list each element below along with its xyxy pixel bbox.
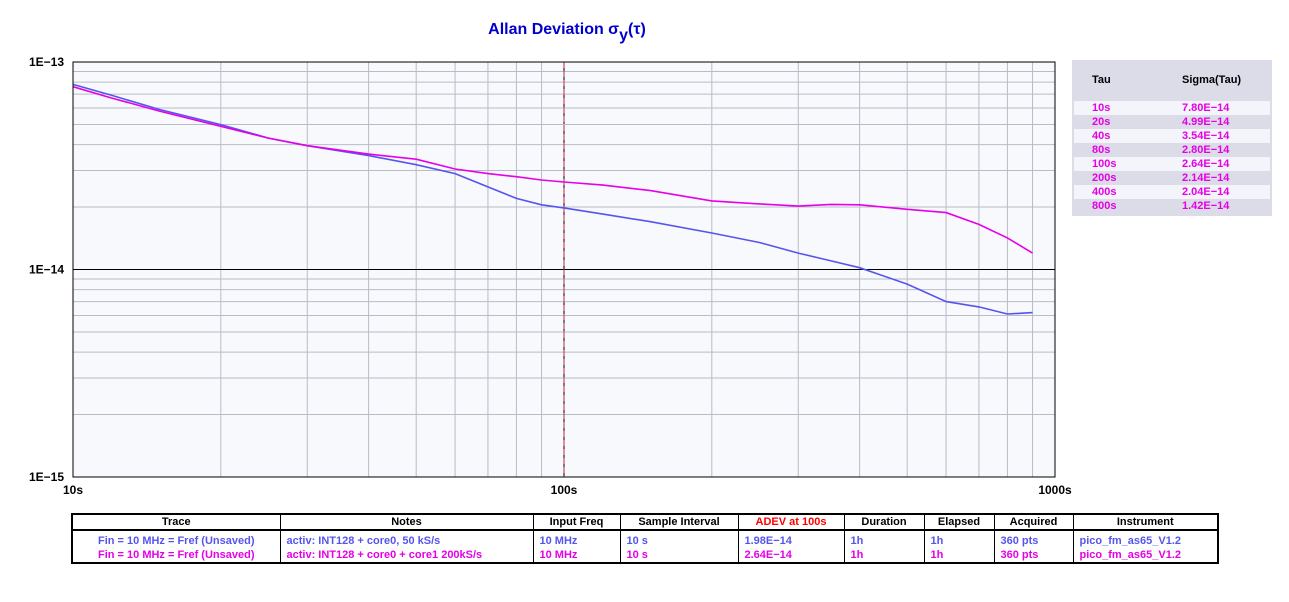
sigma-value: 2.64E−14 [1182,158,1230,170]
chart-title-main: Allan Deviation σ [488,21,619,38]
trace-row: Fin = 10 MHz = Fref (Unsaved) activ: INT1… [73,548,1217,562]
series-layer [72,83,1033,315]
x-tick-label: 100s [551,483,578,497]
tau-value: 40s [1092,130,1111,142]
trace-cell: 2.64E−14 [737,548,844,562]
chart-title-tail: (τ) [628,21,646,38]
trace-col-header: Sample Interval [619,515,738,531]
tau-row: 10s 7.80E−14 [1074,101,1270,115]
sigma-value: 2.14E−14 [1182,172,1230,184]
trace-cell: 10 MHz [532,548,620,562]
trace-cell: 360 pts [993,530,1073,549]
trace-cell: pico_fm_as65_V1.2 [1072,548,1217,562]
tau-row: 40s 3.54E−14 [1074,129,1270,143]
trace-row: Fin = 10 MHz = Fref (Unsaved) activ: INT1… [73,530,1217,549]
grid [73,62,1055,477]
series-line [72,85,1033,254]
tau-row: 200s 2.14E−14 [1074,171,1270,185]
tau-header: Tau [1092,74,1111,86]
tau-table-rows: 10s 7.80E−14 20s 4.99E−14 40s 3.54E−14 80s 2.80… [1074,101,1270,213]
trace-col-header: Elapsed [923,515,994,531]
trace-cell: 1.98E−14 [737,530,844,549]
x-tick-label: 10s [63,483,83,497]
tau-table-header: Tau Sigma(Tau) [1072,74,1272,88]
sigma-value: 1.42E−14 [1182,200,1230,212]
trace-cell: 10 MHz [532,530,620,549]
sigma-value: 3.54E−14 [1182,130,1230,142]
tau-value: 100s [1092,158,1117,170]
trace-cell: activ: INT128 + core0, 50 kS/s [279,530,533,549]
trace-cell: pico_fm_as65_V1.2 [1072,530,1217,549]
trace-cell: activ: INT128 + core0 + core1 200kS/s [279,548,533,562]
trace-table: Trace Notes Input Freq Sample Interval ADEV … [71,513,1219,564]
tau-value: 10s [1092,102,1111,114]
tau-sigma-table: Tau Sigma(Tau) 10s 7.80E−14 20s 4.99E−14 40s… [1072,60,1272,216]
trace-col-header: Input Freq [532,515,620,531]
sigma-header: Sigma(Tau) [1182,74,1242,86]
trace-col-header: Duration [843,515,924,531]
tick-labels: 10s 100s 1000s 1E−13 1E−14 1E−15 [29,55,1072,497]
trace-cell: 1h [923,530,994,549]
tau-value: 80s [1092,144,1111,156]
chart-title-sub: y [619,27,628,44]
trace-cell: 10 s [619,548,738,562]
trace-table-header: Trace Notes Input Freq Sample Interval ADEV … [73,515,1217,531]
tau-row: 80s 2.80E−14 [1074,143,1270,157]
x-tick-label: 1000s [1038,483,1072,497]
tau-value: 800s [1092,200,1117,212]
sigma-value: 2.80E−14 [1182,144,1230,156]
tau-row: 20s 4.99E−14 [1074,115,1270,129]
chart-title: Allan Deviation σy(τ) [488,21,646,44]
sigma-value: 2.04E−14 [1182,186,1230,198]
y-tick-label: 1E−15 [29,470,64,484]
trace-col-header: Notes [279,515,533,531]
trace-cell: 1h [923,548,994,562]
y-tick-label: 1E−14 [29,263,64,277]
trace-col-header: Acquired [993,515,1073,531]
adev-chart: Allan Deviation σy(τ) 10s 100s 1000s1E−131… [29,21,1072,497]
trace-col-header: Trace [73,515,280,531]
trace-cell: 1h [843,530,924,549]
plot-border [72,61,1056,478]
y-tick-label: 1E−13 [29,55,64,69]
trace-cell: 360 pts [993,548,1073,562]
sigma-value: 4.99E−14 [1182,116,1230,128]
tau-value: 20s [1092,116,1111,128]
tau-row: 800s 1.42E−14 [1074,199,1270,213]
tau-row: 100s 2.64E−14 [1074,157,1270,171]
trace-col-header: ADEV at 100s [737,515,844,531]
trace-cell: Fin = 10 MHz = Fref (Unsaved) [98,535,255,548]
trace-col-header: Instrument [1072,515,1217,531]
sigma-value: 7.80E−14 [1182,102,1230,114]
tau-row: 400s 2.04E−14 [1074,185,1270,199]
trace-cell: 10 s [619,530,738,549]
trace-cell: Fin = 10 MHz = Fref (Unsaved) [98,548,255,561]
trace-table-body: Fin = 10 MHz = Fref (Unsaved) activ: INT1… [73,530,1217,562]
tau-value: 200s [1092,172,1117,184]
tau-value: 400s [1092,186,1117,198]
trace-cell: 1h [843,548,924,562]
